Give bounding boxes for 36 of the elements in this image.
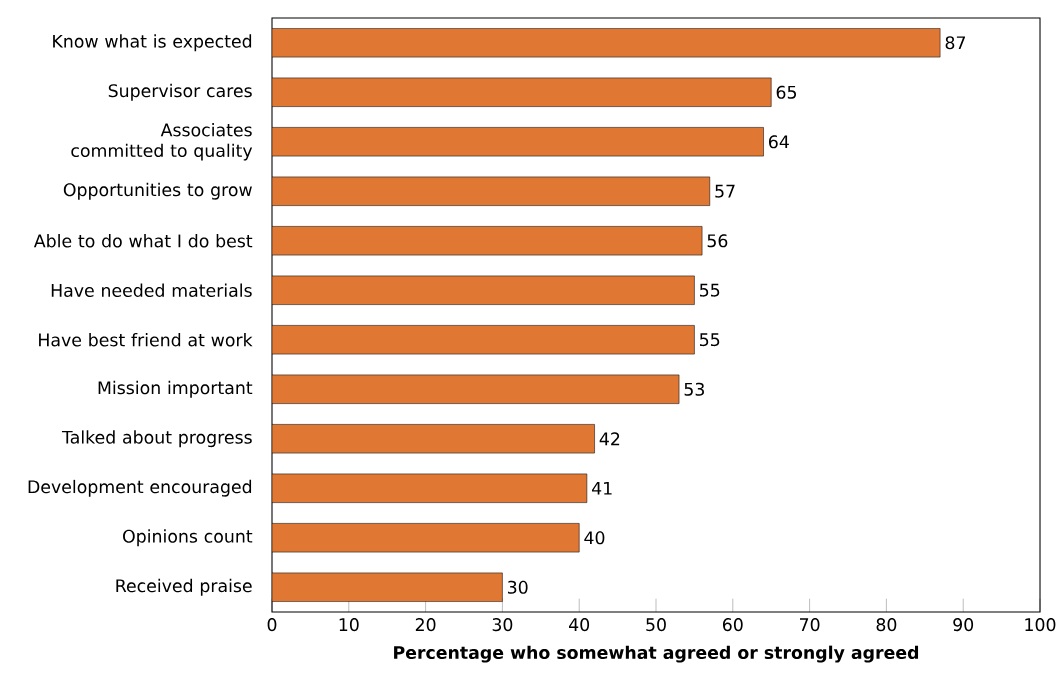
y-tick-label: Opportunities to grow	[63, 182, 252, 200]
data-label: 30	[507, 580, 528, 594]
x-tick-label: 0	[267, 618, 277, 632]
x-tick-label: 10	[339, 618, 359, 632]
data-label: 41	[591, 481, 612, 495]
x-tick-label: 70	[800, 618, 820, 632]
y-tick-label: Talked about progress	[61, 430, 252, 448]
data-label: 55	[700, 283, 720, 297]
x-tick-label: 90	[953, 618, 974, 632]
x-tick-label: 60	[722, 618, 743, 632]
data-label: 55	[700, 333, 720, 347]
y-tick-label: Supervisor cares	[108, 83, 252, 101]
data-label: 40	[584, 531, 605, 545]
y-tick-label: Have best friend at work	[39, 333, 253, 347]
y-tick-label: Know what is expected	[53, 34, 252, 52]
y-tick-label: Opinions count	[123, 529, 253, 547]
data-label: 57	[715, 184, 735, 198]
x-tick-label: 80	[876, 618, 897, 632]
y-tick-label: Associates committed to quality	[71, 123, 253, 161]
x-axis-title: Percentage who somewhat agreed or strongly agreed	[394, 645, 919, 663]
x-tick-label: 50	[646, 618, 666, 632]
x-tick-label: 30	[492, 618, 513, 632]
data-label: 56	[707, 234, 728, 248]
y-tick-label: Received praise	[116, 578, 252, 596]
data-label: 87	[945, 36, 966, 50]
y-tick-label: Development encouraged	[28, 479, 252, 497]
data-label: 53	[684, 382, 704, 396]
x-tick-label: 100	[1025, 618, 1056, 632]
x-tick-label: 20	[415, 618, 436, 632]
data-label: 64	[769, 135, 789, 149]
data-label: 65	[776, 85, 797, 99]
x-tick-label: 40	[569, 618, 590, 632]
y-tick-label: Have needed materials	[51, 283, 252, 297]
data-label: 42	[599, 432, 620, 446]
y-tick-label: Mission important	[98, 380, 253, 398]
y-tick-label: Able to do what I do best	[33, 234, 253, 248]
